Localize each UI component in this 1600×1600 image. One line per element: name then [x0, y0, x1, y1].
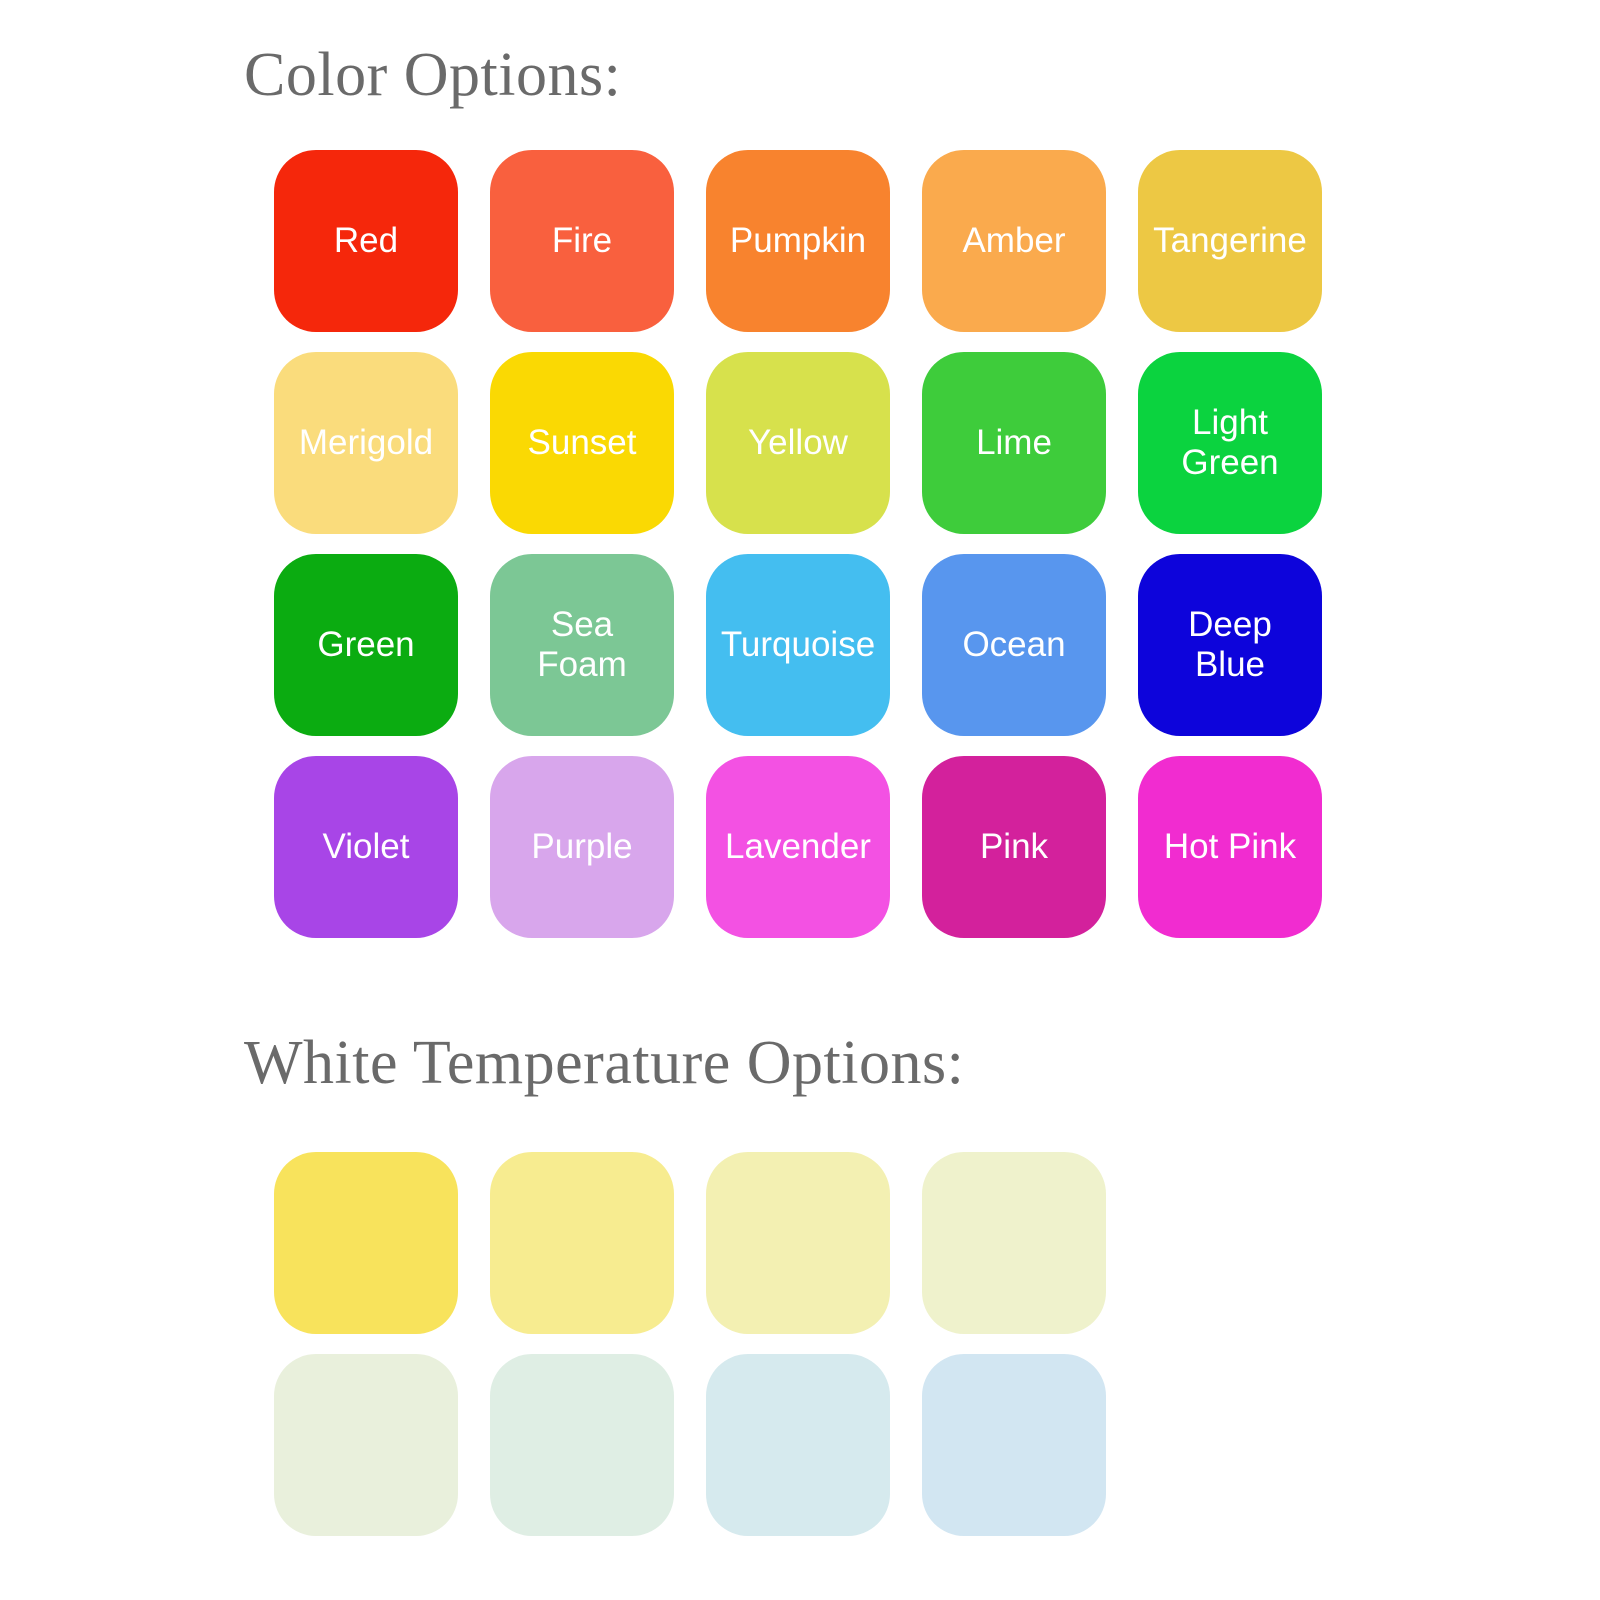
white-temp-swatch-7[interactable] [706, 1354, 890, 1536]
white-temperature-heading: White Temperature Options: [244, 1029, 965, 1097]
swatch-label: Turquoise [720, 625, 876, 665]
color-swatch-purple[interactable]: Purple [490, 756, 674, 938]
color-swatch-lavender[interactable]: Lavender [706, 756, 890, 938]
white-temp-swatch-3[interactable] [706, 1152, 890, 1334]
color-swatch-ocean[interactable]: Ocean [922, 554, 1106, 736]
color-swatch-yellow[interactable]: Yellow [706, 352, 890, 534]
color-swatch-turquoise[interactable]: Turquoise [706, 554, 890, 736]
white-temp-swatch-2[interactable] [490, 1152, 674, 1334]
swatch-label: Green [317, 625, 415, 665]
swatch-label: Yellow [748, 423, 848, 463]
white-temp-swatch-5[interactable] [274, 1354, 458, 1536]
swatch-label: Fire [551, 221, 613, 261]
swatch-label: Purple [531, 827, 633, 867]
color-swatch-hot-pink[interactable]: Hot Pink [1138, 756, 1322, 938]
white-temp-swatch-6[interactable] [490, 1354, 674, 1536]
color-swatch-green[interactable]: Green [274, 554, 458, 736]
swatch-label: Violet [322, 827, 410, 867]
swatch-label: Lavender [725, 827, 871, 867]
color-swatch-sunset[interactable]: Sunset [490, 352, 674, 534]
color-options-heading: Color Options: [244, 41, 622, 109]
color-swatch-red[interactable]: Red [274, 150, 458, 332]
color-swatch-deep-blue[interactable]: Deep Blue [1138, 554, 1322, 736]
color-swatch-pumpkin[interactable]: Pumpkin [706, 150, 890, 332]
color-swatch-fire[interactable]: Fire [490, 150, 674, 332]
color-swatch-tangerine[interactable]: Tangerine [1138, 150, 1322, 332]
swatch-label: Pink [979, 827, 1049, 867]
swatch-label: Lime [976, 423, 1052, 463]
swatch-label: Deep Blue [1188, 605, 1272, 684]
swatch-label: Pumpkin [729, 221, 867, 261]
color-swatch-grid: Red Fire Pumpkin Amber Tangerine Merigold Suns… [274, 150, 1322, 938]
swatch-label: Merigold [298, 423, 434, 463]
swatch-label: Hot Pink [1163, 827, 1297, 867]
white-temp-swatch-grid [274, 1152, 1106, 1536]
color-swatch-lime[interactable]: Lime [922, 352, 1106, 534]
swatch-label: Amber [962, 221, 1066, 261]
swatch-label: Tangerine [1153, 221, 1307, 261]
swatch-label: Sunset [527, 423, 637, 463]
color-swatch-amber[interactable]: Amber [922, 150, 1106, 332]
white-temp-swatch-1[interactable] [274, 1152, 458, 1334]
color-swatch-merigold[interactable]: Merigold [274, 352, 458, 534]
swatch-label: Ocean [962, 625, 1066, 665]
color-swatch-violet[interactable]: Violet [274, 756, 458, 938]
white-temp-swatch-8[interactable] [922, 1354, 1106, 1536]
white-temp-swatch-4[interactable] [922, 1152, 1106, 1334]
swatch-label: Red [333, 221, 399, 261]
color-swatch-sea-foam[interactable]: Sea Foam [490, 554, 674, 736]
color-swatch-light-green[interactable]: Light Green [1138, 352, 1322, 534]
color-swatch-pink[interactable]: Pink [922, 756, 1106, 938]
swatch-label: Light Green [1181, 403, 1279, 482]
swatch-label: Sea Foam [537, 605, 627, 684]
